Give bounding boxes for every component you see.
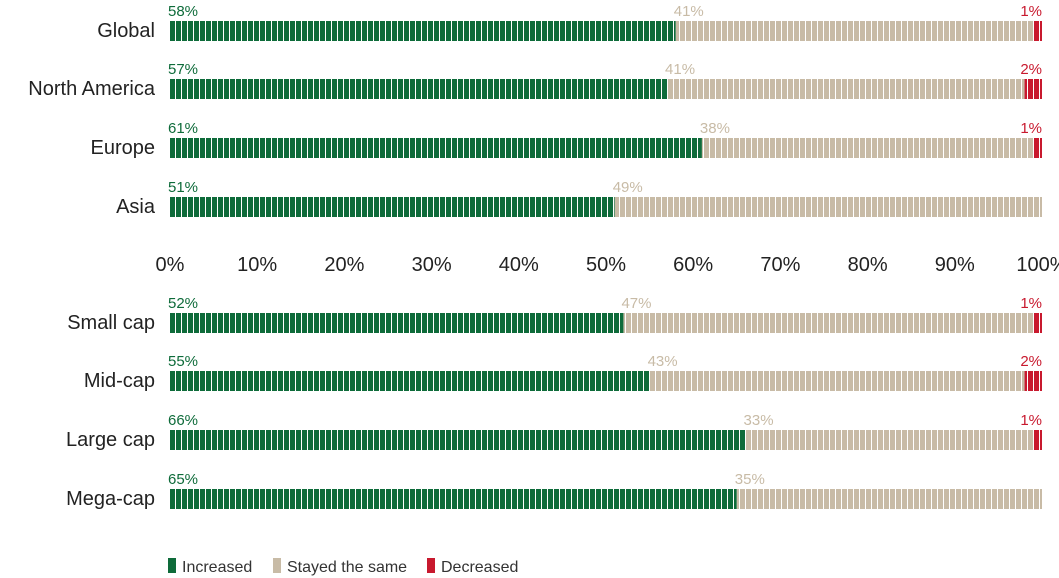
legend-label-increased: Increased	[182, 559, 252, 576]
data-label-stayed-asia: 49%	[613, 179, 643, 196]
bar-increased-asia	[170, 197, 615, 217]
data-label-stayed-north-america: 41%	[665, 61, 695, 78]
data-label-increased-asia: 51%	[168, 179, 198, 196]
bar-increased-north-america	[170, 79, 668, 99]
category-label-mega-cap: Mega-cap	[66, 488, 155, 510]
data-label-stayed-europe: 38%	[700, 120, 730, 137]
x-tick-label: 40%	[499, 254, 539, 276]
x-tick-label: 30%	[412, 254, 452, 276]
bar-stayed-small-cap	[623, 313, 1034, 333]
data-label-increased-europe: 61%	[168, 120, 198, 137]
bar-stayed-north-america	[667, 79, 1025, 99]
bar-increased-mid-cap	[170, 371, 650, 391]
bar-decreased-global	[1033, 21, 1042, 41]
x-tick-label: 10%	[237, 254, 277, 276]
bar-increased-small-cap	[170, 313, 624, 333]
legend-swatch-increased	[168, 558, 176, 573]
x-tick-label: 70%	[760, 254, 800, 276]
data-label-stayed-mega-cap: 35%	[735, 471, 765, 488]
bar-stayed-mid-cap	[649, 371, 1025, 391]
legend-label-stayed: Stayed the same	[287, 559, 407, 576]
category-label-small-cap: Small cap	[67, 312, 155, 334]
x-tick-label: 80%	[848, 254, 888, 276]
legend-label-decreased: Decreased	[441, 559, 518, 576]
data-label-increased-mid-cap: 55%	[168, 353, 198, 370]
data-label-stayed-small-cap: 47%	[621, 295, 651, 312]
data-label-stayed-large-cap: 33%	[744, 412, 774, 429]
bar-increased-global	[170, 21, 676, 41]
bar-stayed-mega-cap	[736, 489, 1042, 509]
data-label-increased-small-cap: 52%	[168, 295, 198, 312]
category-label-large-cap: Large cap	[66, 429, 155, 451]
bar-stayed-asia	[614, 197, 1042, 217]
x-tick-label: 100%	[1016, 254, 1059, 276]
category-label-mid-cap: Mid-cap	[84, 370, 155, 392]
bar-increased-mega-cap	[170, 489, 737, 509]
legend-swatch-stayed	[273, 558, 281, 573]
bar-stayed-large-cap	[745, 430, 1034, 450]
data-label-increased-large-cap: 66%	[168, 412, 198, 429]
data-label-increased-north-america: 57%	[168, 61, 198, 78]
category-label-north-america: North America	[28, 78, 156, 100]
bar-stayed-europe	[701, 138, 1034, 158]
data-label-increased-mega-cap: 65%	[168, 471, 198, 488]
bar-increased-europe	[170, 138, 702, 158]
data-label-decreased-global: 1%	[1020, 3, 1042, 20]
data-label-stayed-mid-cap: 43%	[648, 353, 678, 370]
x-tick-label: 60%	[673, 254, 713, 276]
x-tick-label: 0%	[156, 254, 185, 276]
data-label-decreased-small-cap: 1%	[1020, 295, 1042, 312]
bar-decreased-north-america	[1024, 79, 1042, 99]
bar-stayed-global	[675, 21, 1034, 41]
category-label-europe: Europe	[91, 137, 156, 159]
data-label-decreased-europe: 1%	[1020, 120, 1042, 137]
x-tick-label: 20%	[324, 254, 364, 276]
data-label-increased-global: 58%	[168, 3, 198, 20]
data-label-decreased-mid-cap: 2%	[1020, 353, 1042, 370]
bar-decreased-europe	[1033, 138, 1042, 158]
data-label-decreased-north-america: 2%	[1020, 61, 1042, 78]
x-tick-label: 90%	[935, 254, 975, 276]
category-label-global: Global	[97, 20, 155, 42]
data-label-stayed-global: 41%	[674, 3, 704, 20]
bar-decreased-large-cap	[1033, 430, 1042, 450]
bar-decreased-small-cap	[1033, 313, 1042, 333]
data-label-decreased-large-cap: 1%	[1020, 412, 1042, 429]
legend-swatch-decreased	[427, 558, 435, 573]
bar-increased-large-cap	[170, 430, 746, 450]
bar-decreased-mid-cap	[1024, 371, 1042, 391]
category-label-asia: Asia	[116, 196, 156, 218]
x-tick-label: 50%	[586, 254, 626, 276]
